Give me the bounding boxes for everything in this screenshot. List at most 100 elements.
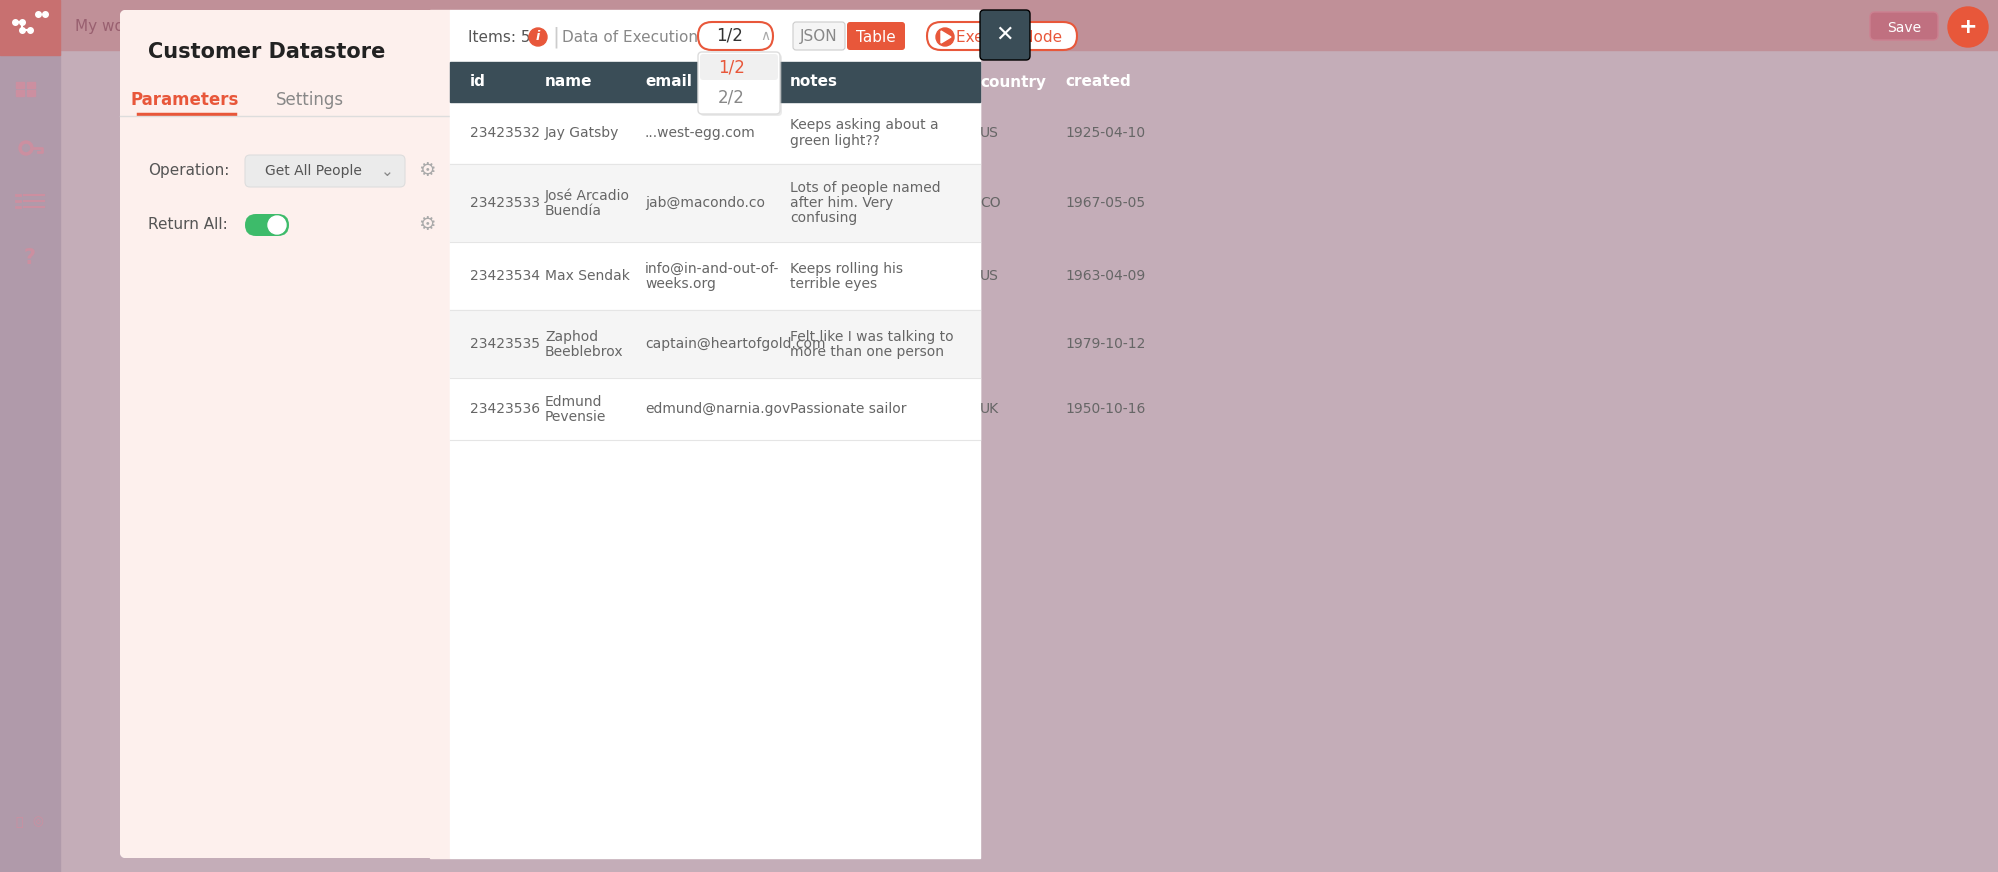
Text: Felt like I was talking to: Felt like I was talking to bbox=[789, 330, 953, 344]
Text: confusing: confusing bbox=[789, 211, 857, 225]
Text: Parameters: Parameters bbox=[130, 91, 240, 109]
FancyBboxPatch shape bbox=[927, 22, 1077, 50]
Text: ✕: ✕ bbox=[995, 25, 1013, 45]
Text: ◎: ◎ bbox=[32, 815, 44, 828]
Text: 1/2: 1/2 bbox=[717, 58, 745, 76]
Text: US: US bbox=[979, 126, 999, 140]
Text: email: email bbox=[645, 74, 691, 90]
Bar bbox=[450, 62, 979, 102]
Text: Max Sendak: Max Sendak bbox=[545, 269, 629, 283]
Text: edmund@narnia.gov: edmund@narnia.gov bbox=[645, 402, 789, 416]
FancyBboxPatch shape bbox=[979, 10, 1029, 60]
Bar bbox=[430, 10, 450, 858]
Text: Buendía: Buendía bbox=[545, 203, 601, 217]
Text: country: country bbox=[979, 74, 1045, 90]
Text: José Arcadio: José Arcadio bbox=[545, 188, 629, 203]
Bar bbox=[450, 102, 979, 164]
FancyBboxPatch shape bbox=[847, 22, 905, 50]
Text: 1967-05-05: 1967-05-05 bbox=[1065, 196, 1145, 210]
FancyBboxPatch shape bbox=[120, 10, 450, 858]
Text: Save: Save bbox=[1886, 21, 1920, 35]
Text: 23423534: 23423534 bbox=[470, 269, 539, 283]
Text: Zaphod: Zaphod bbox=[545, 330, 597, 344]
Text: 23423532: 23423532 bbox=[470, 126, 539, 140]
Text: 23423536: 23423536 bbox=[470, 402, 539, 416]
Text: info@in-and-out-of-: info@in-and-out-of- bbox=[645, 262, 779, 276]
Text: Lots of people named: Lots of people named bbox=[789, 181, 941, 195]
FancyBboxPatch shape bbox=[1868, 12, 1936, 40]
Circle shape bbox=[268, 216, 286, 234]
FancyBboxPatch shape bbox=[699, 54, 781, 116]
Circle shape bbox=[935, 28, 953, 46]
Text: after him. Very: after him. Very bbox=[789, 196, 893, 210]
FancyBboxPatch shape bbox=[697, 22, 773, 50]
FancyBboxPatch shape bbox=[120, 10, 979, 858]
Text: 1950-10-16: 1950-10-16 bbox=[1065, 402, 1145, 416]
Text: My wo...: My wo... bbox=[76, 19, 138, 35]
Text: name: name bbox=[545, 74, 591, 90]
Text: Settings: Settings bbox=[276, 91, 344, 109]
Text: 1963-04-09: 1963-04-09 bbox=[1065, 269, 1145, 283]
Text: Keeps asking about a: Keeps asking about a bbox=[789, 119, 939, 133]
Bar bbox=[16, 82, 24, 88]
Text: Items: 5: Items: 5 bbox=[468, 30, 529, 44]
Text: US: US bbox=[979, 269, 999, 283]
Text: ...west-egg.com: ...west-egg.com bbox=[645, 126, 755, 140]
Text: weeks.org: weeks.org bbox=[645, 276, 715, 290]
FancyBboxPatch shape bbox=[246, 155, 406, 187]
Circle shape bbox=[20, 141, 34, 155]
Circle shape bbox=[22, 145, 30, 152]
Text: UK: UK bbox=[979, 402, 999, 416]
Text: ⚙: ⚙ bbox=[418, 161, 436, 181]
Text: id: id bbox=[470, 74, 486, 90]
Text: ⌄: ⌄ bbox=[380, 164, 394, 179]
Text: 23423533: 23423533 bbox=[470, 196, 539, 210]
Bar bbox=[16, 90, 24, 96]
Text: Get All People: Get All People bbox=[266, 164, 362, 178]
Text: ⚙: ⚙ bbox=[418, 215, 436, 234]
Text: more than one person: more than one person bbox=[789, 344, 943, 358]
Text: Passionate sailor: Passionate sailor bbox=[789, 402, 905, 416]
Text: Beeblebrox: Beeblebrox bbox=[545, 344, 623, 358]
Text: ?: ? bbox=[24, 248, 36, 268]
Text: jab@macondo.co: jab@macondo.co bbox=[645, 196, 765, 210]
Text: |: | bbox=[551, 26, 559, 48]
FancyBboxPatch shape bbox=[699, 54, 777, 80]
Bar bbox=[0, 0, 60, 872]
FancyBboxPatch shape bbox=[246, 214, 290, 236]
Circle shape bbox=[1946, 7, 1986, 47]
Bar bbox=[450, 378, 979, 440]
Bar bbox=[28, 82, 36, 88]
Text: 1979-10-12: 1979-10-12 bbox=[1065, 337, 1145, 351]
Bar bbox=[0, 0, 60, 55]
Text: green light??: green light?? bbox=[789, 133, 879, 147]
Text: ⬜: ⬜ bbox=[16, 815, 22, 828]
FancyBboxPatch shape bbox=[697, 52, 779, 114]
Text: i: i bbox=[535, 31, 539, 44]
Text: 1925-04-10: 1925-04-10 bbox=[1065, 126, 1145, 140]
Circle shape bbox=[529, 28, 547, 46]
Text: +: + bbox=[1958, 17, 1976, 37]
Text: 2/2: 2/2 bbox=[717, 88, 745, 106]
Bar bbox=[450, 10, 979, 858]
Bar bbox=[450, 242, 979, 310]
Text: Edmund: Edmund bbox=[545, 394, 601, 408]
Text: created: created bbox=[1065, 74, 1131, 90]
Text: Operation:: Operation: bbox=[148, 162, 230, 178]
Text: 23423535: 23423535 bbox=[470, 337, 539, 351]
Text: Jay Gatsby: Jay Gatsby bbox=[545, 126, 619, 140]
Text: Execute Node: Execute Node bbox=[955, 30, 1061, 44]
Text: 1/2: 1/2 bbox=[715, 27, 743, 45]
Text: JSON: JSON bbox=[799, 30, 837, 44]
Polygon shape bbox=[941, 31, 951, 43]
Text: CO: CO bbox=[979, 196, 1001, 210]
Text: Table: Table bbox=[855, 30, 895, 44]
Text: terrible eyes: terrible eyes bbox=[789, 276, 877, 290]
Text: notes: notes bbox=[789, 74, 837, 90]
FancyBboxPatch shape bbox=[793, 22, 845, 50]
Bar bbox=[450, 310, 979, 378]
Bar bbox=[28, 90, 36, 96]
Text: Pevensie: Pevensie bbox=[545, 410, 605, 424]
Bar bbox=[60, 0, 1998, 50]
Text: Data of Execution:: Data of Execution: bbox=[561, 30, 703, 44]
